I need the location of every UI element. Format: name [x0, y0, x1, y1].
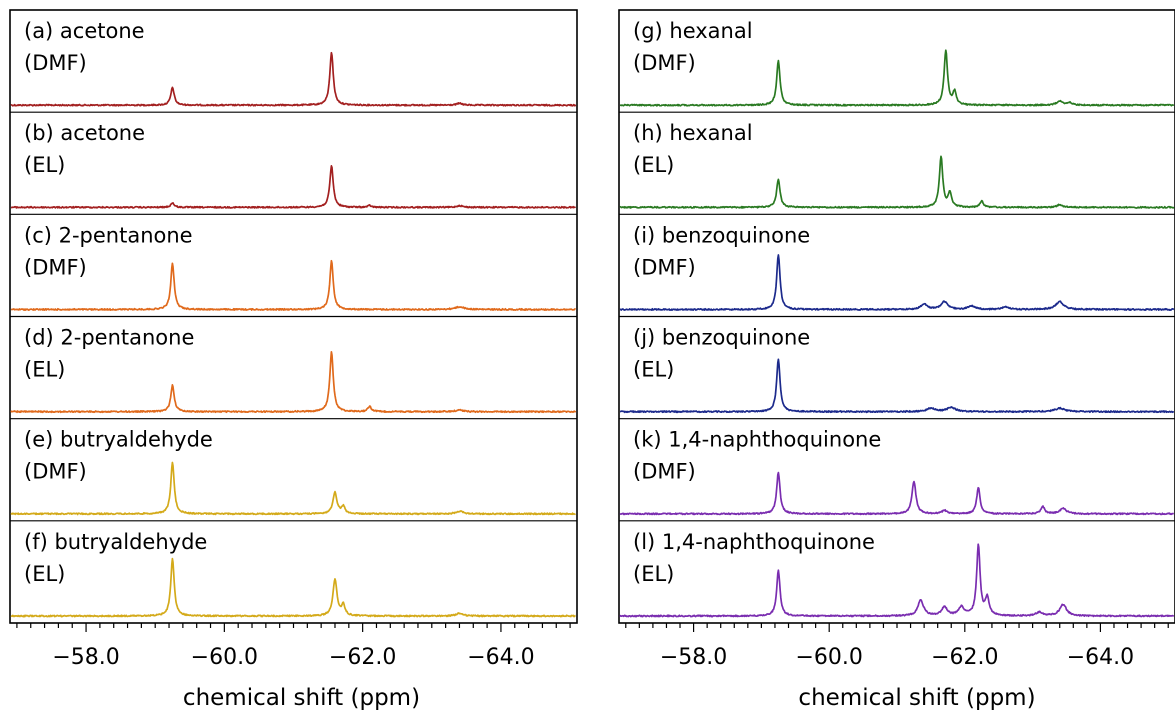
- spectrum-line: [619, 155, 1175, 209]
- spectrum-condition-label: (EL): [24, 562, 65, 586]
- spectrum-condition-label: (DMF): [633, 460, 696, 484]
- spectrum-label: (f) butryaldehyde: [24, 530, 207, 554]
- spectrum-condition-label: (EL): [24, 358, 65, 382]
- spectrum-label: (d) 2-pentanone: [24, 326, 194, 350]
- spectrum-line: [10, 51, 577, 107]
- x-tick-label: −58.0: [52, 645, 119, 670]
- spectrum-condition-label: (EL): [633, 358, 674, 382]
- spectrum-label: (c) 2-pentanone: [24, 223, 193, 247]
- spectrum-line: [619, 471, 1175, 516]
- spectrum-condition-label: (EL): [633, 153, 674, 177]
- spectrum-condition-label: (EL): [633, 562, 674, 586]
- spectrum-line: [619, 49, 1175, 107]
- spectrum-condition-label: (DMF): [24, 255, 87, 279]
- x-axis-title: chemical shift (ppm): [798, 685, 1035, 711]
- spectrum-line: [10, 461, 576, 516]
- spectrum-line: [619, 254, 1175, 311]
- x-tick-label: −60.0: [191, 645, 258, 670]
- spectrum-condition-label: (DMF): [633, 51, 696, 75]
- x-tick-label: −62.0: [931, 645, 998, 670]
- spectrum-label: (g) hexanal: [633, 19, 753, 43]
- spectrum-label: (h) hexanal: [633, 121, 753, 145]
- x-tick-label: −58.0: [660, 645, 727, 670]
- spectrum-condition-label: (EL): [24, 153, 65, 177]
- spectrum-label: (b) acetone: [24, 121, 145, 145]
- spectrum-label: (i) benzoquinone: [633, 223, 810, 247]
- spectrum-line: [619, 358, 1175, 414]
- spectrum-label: (k) 1,4-naphthoquinone: [633, 428, 881, 452]
- spectrum-condition-label: (DMF): [24, 51, 87, 75]
- spectrum-line: [10, 557, 576, 618]
- spectrum-line: [10, 350, 577, 414]
- x-tick-label: −62.0: [329, 645, 396, 670]
- spectrum-label: (a) acetone: [24, 19, 145, 43]
- spectrum-line: [619, 543, 1175, 618]
- spectrum-label: (e) butryaldehyde: [24, 428, 213, 452]
- spectrum-condition-label: (DMF): [633, 255, 696, 279]
- x-tick-label: −60.0: [795, 645, 862, 670]
- left-spectra-panel: (a) acetone (DMF) (b) acetone (EL) (c) 2-pen…: [9, 9, 578, 711]
- x-tick-label: −64.0: [467, 645, 534, 670]
- spectrum-label: (j) benzoquinone: [633, 326, 810, 350]
- x-tick-label: −64.0: [1067, 645, 1134, 670]
- spectrum-line: [10, 259, 576, 311]
- right-spectra-panel: (g) hexanal (DMF) (h) hexanal (EL) (i) benzo…: [618, 9, 1175, 711]
- spectrum-condition-label: (DMF): [24, 460, 87, 484]
- spectrum-label: (l) 1,4-naphthoquinone: [633, 530, 875, 554]
- spectrum-line: [10, 165, 576, 209]
- x-axis-title: chemical shift (ppm): [183, 685, 420, 711]
